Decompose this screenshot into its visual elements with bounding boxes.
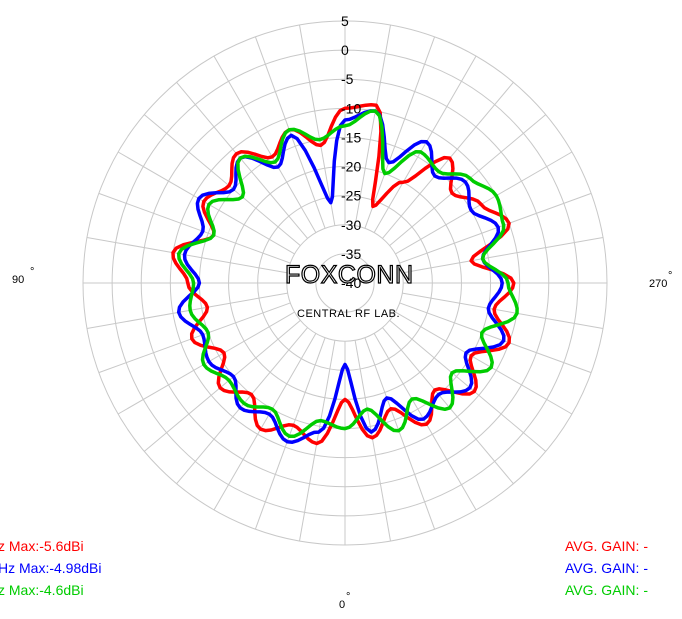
grid-spoke (213, 333, 317, 511)
grid-spoke (86, 292, 288, 329)
radial-tick-label: 5 (341, 13, 349, 29)
grid-spoke (176, 327, 308, 485)
avg-gain-red: AVG. GAIN: - (565, 538, 648, 554)
radiation-curves (171, 103, 519, 446)
series-curve-2 (176, 109, 519, 439)
grid-spoke (98, 302, 291, 374)
radial-tick-label: -35 (341, 246, 361, 262)
legend-avg-gain: AVG. GAIN: - AVG. GAIN: - AVG. GAIN: - (565, 535, 648, 601)
grid-spoke (86, 237, 288, 274)
radial-tick-label: -10 (341, 100, 361, 116)
angle-label-270: 270 (649, 278, 667, 290)
grid-spoke (117, 151, 295, 255)
legend-max-gain: z Max:-5.6dBi Hz Max:-4.98dBi z Max:-4.6… (0, 535, 101, 601)
avg-gain-green: AVG. GAIN: - (565, 582, 648, 598)
radial-tick-label: 0 (341, 42, 349, 58)
grid-spoke (373, 55, 477, 233)
grid-spoke (382, 81, 514, 239)
polar-grid (82, 20, 608, 546)
grid-spoke (117, 311, 295, 415)
radial-tick-label: -5 (341, 71, 354, 87)
series-curve-1 (176, 109, 506, 444)
grid-spoke (254, 337, 326, 530)
logo-subtitle: CENTRAL RF LAB. (297, 308, 400, 320)
grid-spoke (98, 192, 291, 264)
grid-spoke (389, 114, 547, 246)
grid-spoke (382, 327, 514, 485)
radial-tick-label: -25 (341, 188, 361, 204)
grid-ring (315, 253, 375, 313)
degree-mark-90: ° (30, 266, 34, 278)
grid-spoke (399, 302, 592, 374)
radial-tick-label: -30 (341, 217, 361, 233)
grid-spoke (402, 292, 604, 329)
grid-spoke (299, 340, 336, 542)
logo-wordmark: FOXCONN (285, 261, 414, 289)
grid-spoke (143, 114, 301, 246)
grid-spoke (395, 311, 573, 415)
grid-spoke (395, 151, 573, 255)
grid-spoke (399, 192, 592, 264)
grid-spoke (402, 237, 604, 274)
grid-spoke (364, 337, 436, 530)
avg-gain-blue: AVG. GAIN: - (565, 560, 648, 576)
grid-spoke (354, 340, 391, 542)
grid-spoke (389, 320, 547, 452)
grid-spoke (364, 36, 436, 229)
degree-mark-270: ° (668, 270, 672, 282)
radial-tick-label: -20 (341, 159, 361, 175)
grid-spoke (176, 81, 308, 239)
radial-tick-label: -15 (341, 129, 361, 145)
radial-tick-label: -40 (341, 275, 361, 291)
radial-tick-labels: 5 0 -5 -10 -15 -20 -25 -30 -35 -40 (341, 13, 361, 291)
grid-spoke (254, 36, 326, 229)
grid-spoke (373, 333, 477, 511)
angle-label-90: 90 (12, 274, 24, 286)
grid-spoke (213, 55, 317, 233)
grid-spoke (354, 24, 391, 226)
legend-entry-green: z Max:-4.6dBi (0, 582, 84, 598)
grid-spoke (299, 24, 336, 226)
grid-spoke (143, 320, 301, 452)
legend-entry-red: z Max:-5.6dBi (0, 538, 84, 554)
angle-label-0: 0 (339, 599, 345, 611)
legend-entry-blue: Hz Max:-4.98dBi (0, 560, 102, 576)
degree-mark-0: ° (346, 591, 350, 603)
series-curve-0 (171, 103, 516, 446)
